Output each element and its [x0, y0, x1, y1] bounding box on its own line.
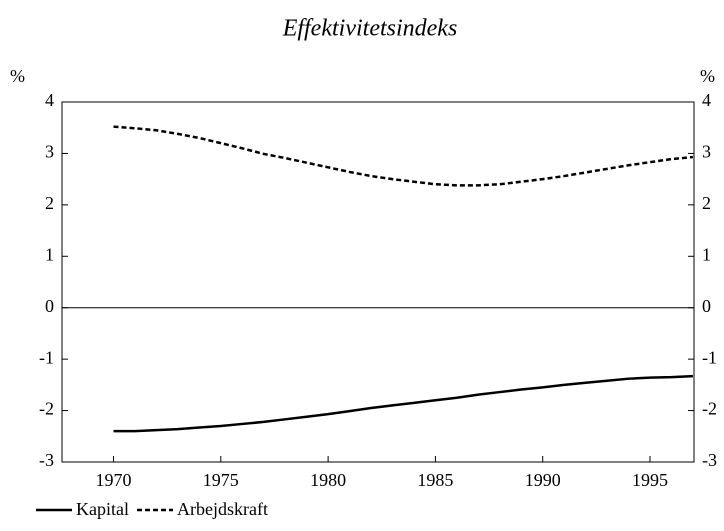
y-tick-label: -3: [39, 450, 54, 470]
line-series: [113, 374, 693, 433]
y-tick-label: -1: [39, 347, 54, 367]
x-tick-label: 1990: [525, 470, 561, 490]
y-unit-right: %: [700, 66, 715, 86]
y-tick-label: 4: [45, 90, 54, 110]
y2-tick-label: 3: [702, 142, 711, 162]
chart-title: Effektivitetsindeks: [282, 16, 458, 42]
x-tick-label: 1995: [632, 470, 668, 490]
y-tick-label: 3: [45, 142, 54, 162]
y-tick-label: 0: [45, 296, 54, 316]
x-tick-label: 1980: [310, 470, 346, 490]
line-series: [113, 125, 694, 187]
y2-tick-label: 2: [702, 193, 711, 213]
y-unit-left: %: [10, 66, 25, 86]
y-tick-label: -2: [39, 399, 54, 419]
y-tick-label: 1: [45, 244, 54, 264]
x-tick-label: 1970: [96, 470, 132, 490]
y-tick-label: 2: [45, 193, 54, 213]
x-tick-label: 1975: [203, 470, 239, 490]
y2-tick-label: -2: [702, 399, 717, 419]
y2-tick-label: 1: [702, 244, 711, 264]
x-tick-label: 1985: [417, 470, 453, 490]
legend-label: Arbejdskraft: [177, 499, 268, 519]
plot-frame: [61, 101, 695, 463]
y2-tick-label: 0: [702, 296, 711, 316]
y2-tick-label: 4: [702, 90, 711, 110]
legend-label: Kapital: [76, 499, 129, 519]
y2-tick-label: -3: [702, 450, 717, 470]
y2-tick-label: -1: [702, 347, 717, 367]
